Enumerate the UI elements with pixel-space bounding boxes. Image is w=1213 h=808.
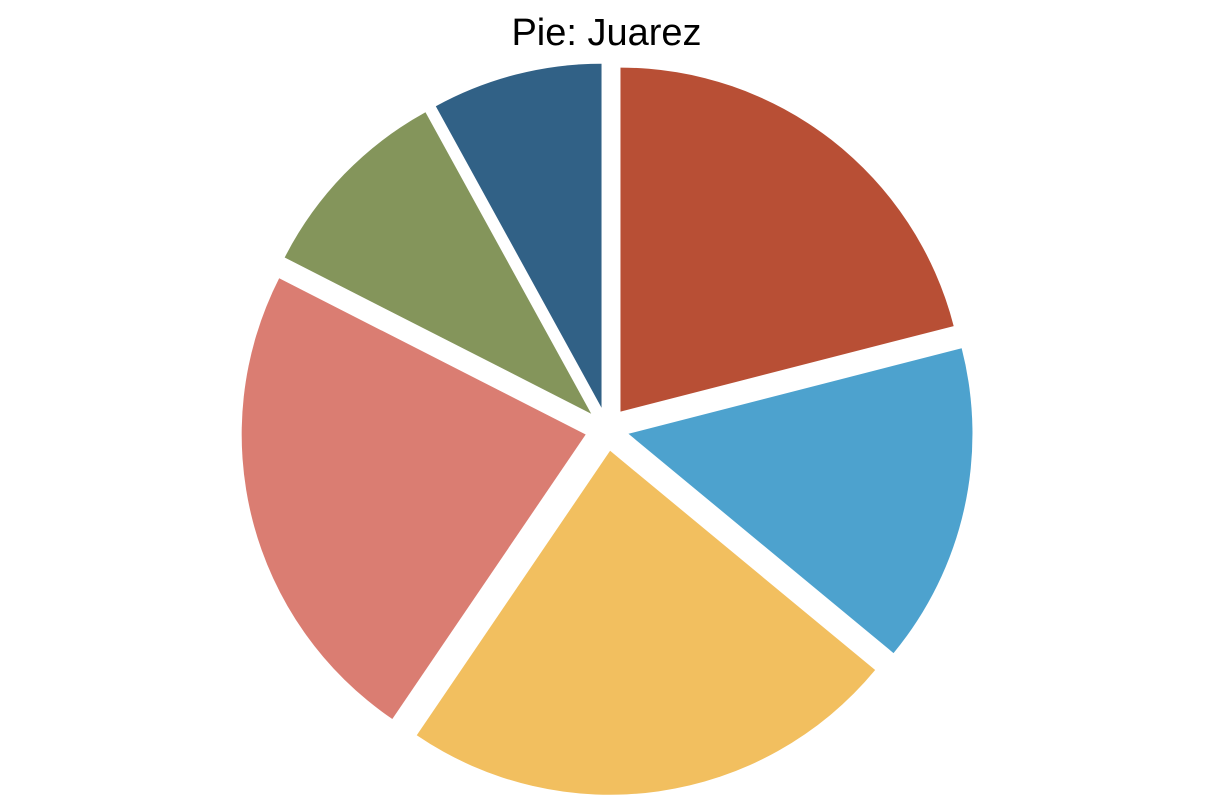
pie-slice-6: [435, 63, 602, 408]
pie-slice-1: [620, 67, 954, 412]
pie-slice-3: [416, 450, 876, 795]
pie-slice-2: [628, 348, 973, 654]
chart-title: Pie: Juarez: [511, 12, 702, 54]
pie-slice-4: [241, 278, 586, 719]
pie-slice-5: [284, 112, 592, 414]
